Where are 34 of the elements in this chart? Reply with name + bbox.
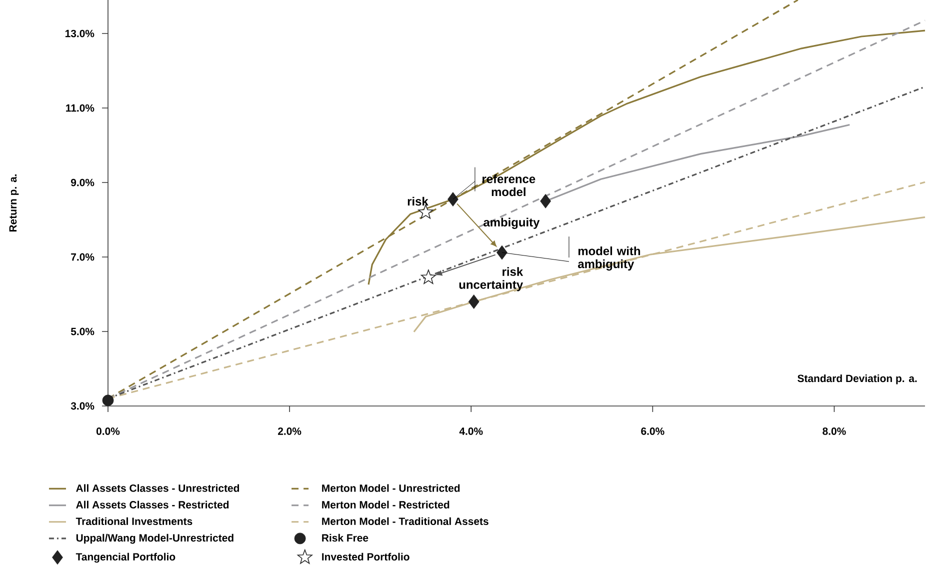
legend-label: Risk Free [322, 534, 368, 542]
annotation: ambiguity [484, 218, 540, 229]
legend-label: Merton Model - Unrestricted [322, 484, 460, 492]
x-tick-label: 0.0% [96, 428, 120, 435]
annotation: risk uncertainty [459, 267, 524, 292]
legend-label: Tangencial Portfolio [76, 552, 176, 563]
point [418, 204, 434, 219]
point [448, 192, 458, 206]
y-tick-label: 7.0% [71, 253, 94, 261]
legend-label: All Assets Classes - Unrestricted [76, 484, 240, 492]
y-tick-label: 11.0% [66, 104, 94, 112]
annotation: risk [408, 196, 428, 206]
y-tick-label: 9.0% [70, 178, 94, 186]
point [496, 245, 508, 260]
legend-label: Uppal/Wang Model-Unrestricted [76, 534, 234, 544]
y-axis-title: Return p. a. [9, 174, 19, 232]
x-tick-label: 2.0% [278, 428, 302, 435]
legend-label: Invested Portfolio [322, 552, 410, 561]
legend-label: Merton Model - Traditional Assets [322, 517, 488, 526]
point [540, 194, 552, 208]
point [102, 394, 114, 406]
legend-label: Traditional Investments [76, 517, 192, 526]
legend-label: All Assets Classes - Restricted [76, 500, 229, 508]
legend-label: Merton Model - Restricted [322, 500, 450, 508]
x-tick-label: 8.0% [822, 428, 846, 435]
point [468, 294, 480, 309]
y-tick-label: 5.0% [70, 328, 94, 336]
annotation: model with ambiguity [578, 246, 640, 271]
x-axis-title: Standard Deviation p. a. [798, 374, 917, 384]
x-tick-label: 6.0% [641, 428, 664, 435]
y-tick-label: 13.0% [65, 30, 94, 38]
y-tick-label: 3.0% [70, 402, 94, 410]
point [420, 270, 436, 284]
x-tick-label: 4.0% [459, 428, 483, 435]
